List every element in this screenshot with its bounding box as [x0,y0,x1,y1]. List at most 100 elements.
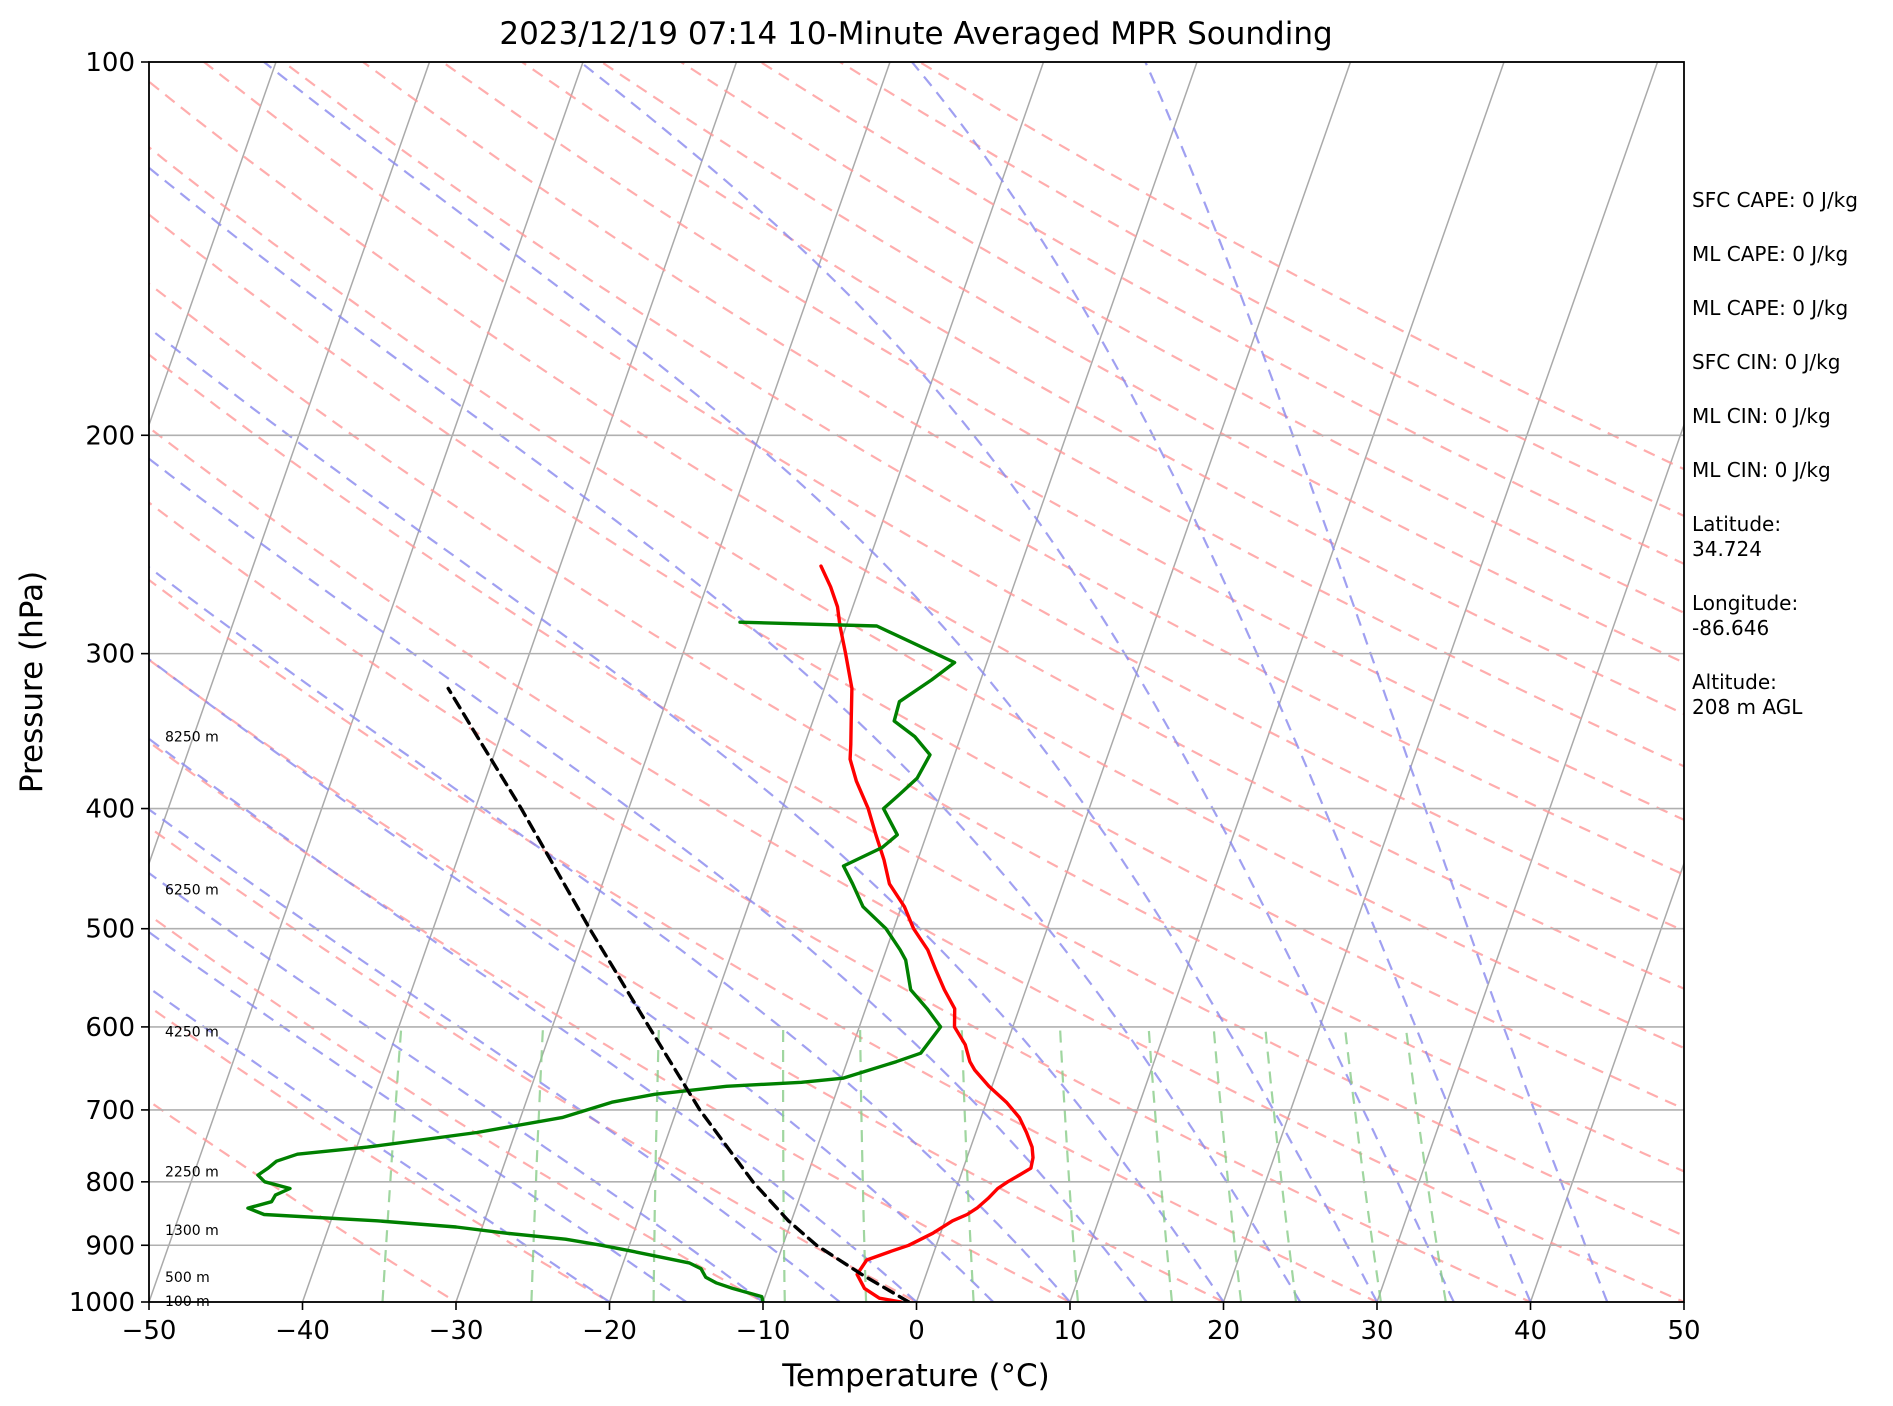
dry-adiabat-line [149,213,1684,1110]
y-tick-label: 700 [85,1096,135,1126]
dry-adiabat-line [149,578,1380,1302]
stat-ml-cin: ML CIN: 0 J/kg [1692,404,1831,428]
dry-adiabat-line [441,62,1684,768]
y-tick-label: 900 [85,1231,135,1261]
mixing-ratio-line [1343,1026,1382,1302]
x-tick-label: 50 [1667,1316,1700,1346]
stat-latitude: Latitude: 34.724 [1692,512,1782,561]
moist-adiabat-line [149,565,1071,1302]
dry-adiabat-line [362,62,1684,822]
isotherm-line [301,62,738,1302]
dewpoint-trace [246,620,957,1302]
dry-adiabat-line [149,913,766,1302]
isotherm-line [1376,422,1684,1302]
x-axis-label: Temperature (°C) [781,1358,1050,1394]
moist-adiabat-line [579,62,1455,1302]
stat-altitude: Altitude: 208 m AGL [1692,670,1803,719]
moist-adiabat-line [911,62,1532,1302]
isotherm-line [455,62,891,1302]
reference-lines [149,62,1684,1302]
x-axis-ticks: −50 −40 −30 −20 −10 0 10 20 30 40 50 [122,1302,1701,1346]
y-tick-label: 200 [85,421,135,451]
dry-adiabat-line [149,1099,459,1302]
temperature-trace [819,564,1035,1302]
mixing-ratio-line [1264,1026,1298,1302]
x-tick-label: 0 [908,1316,925,1346]
stat-ml-cape: ML CAPE: 0 J/kg [1692,242,1849,266]
moist-adiabat-line [1144,62,1609,1302]
y-axis-label: Pressure (hPa) [14,571,50,793]
moist-adiabat-line [263,62,1378,1302]
dry-adiabat-line [203,62,1684,933]
stat-ml-cape-2: ML CAPE: 0 J/kg [1692,296,1849,320]
y-tick-label: 600 [85,1013,135,1043]
mixing-ratio-line [782,1026,786,1302]
mixing-ratio-line [1212,1026,1243,1302]
x-tick-label: −40 [275,1316,330,1346]
y-tick-label: 800 [85,1168,135,1198]
x-tick-label: 20 [1207,1316,1240,1346]
moist-adiabat-line [149,808,841,1302]
isotherm-line [1529,861,1684,1302]
moist-adiabat-line [149,930,687,1302]
data-series [246,564,1035,1302]
dry-adiabat-line [600,62,1684,664]
mixing-ratio-line [381,1026,403,1302]
y-tick-label: 100 [85,48,135,78]
moist-adiabat-line [149,871,764,1302]
parcel-path [446,686,911,1302]
sounding-stats: SFC CAPE: 0 J/kg ML CAPE: 0 J/kg ML CAPE… [1692,188,1887,749]
moist-adiabat-line [149,657,995,1302]
height-label: 2250 m [165,1165,219,1181]
dry-adiabat-line [149,282,1684,1173]
dry-adiabat-line [149,825,919,1302]
y-tick-label: 400 [85,795,135,825]
moist-adiabat-line [149,737,918,1302]
x-tick-label: −30 [429,1316,484,1346]
stat-longitude: Longitude: -86.646 [1692,591,1799,640]
isotherm-line [149,62,277,428]
height-label: 6250 m [165,883,219,899]
isotherm-line [915,62,1352,1302]
height-label: 500 m [165,1270,210,1286]
isotherm-line [149,62,584,1302]
y-tick-label: 500 [85,915,135,945]
moist-adiabat-line [149,166,1302,1302]
stat-ml-cin-2: ML CIN: 0 J/kg [1692,458,1831,482]
moist-adiabat-line [149,457,1148,1302]
isotherm-line [1222,62,1659,1302]
height-label: 4250 m [165,1024,219,1040]
y-axis-ticks: 100 200 300 400 500 600 700 800 900 1000 [69,48,149,1318]
x-tick-label: −20 [582,1316,637,1346]
dry-adiabat-line [149,80,1684,990]
x-tick-label: 40 [1514,1316,1547,1346]
pressure-grid [149,61,1684,1303]
isotherm-line [149,62,431,866]
stat-sfc-cape: SFC CAPE: 0 J/kg [1692,188,1858,212]
plot-frame [148,61,1685,1303]
moist-adiabat-line [149,326,1225,1302]
dry-adiabat-line [149,145,1684,1050]
isotherm-line [762,62,1198,1302]
y-tick-label: 1000 [69,1288,135,1318]
dry-adiabat-line [521,62,1684,716]
dry-adiabat-line [149,658,1226,1302]
dry-adiabat-line [149,1005,612,1302]
x-tick-label: −50 [122,1316,177,1346]
dry-adiabat-line [149,426,1684,1302]
stat-sfc-cin: SFC CIN: 0 J/kg [1692,350,1841,374]
chart-title: 2023/12/19 07:14 10-Minute Averaged MPR … [499,16,1332,52]
dry-adiabat-line [149,740,1073,1302]
mixing-ratio-line [1058,1026,1079,1302]
dry-adiabat-line [149,501,1534,1302]
height-label: 8250 m [165,730,219,746]
isotherm-line [608,62,1045,1302]
x-tick-label: 30 [1360,1316,1393,1346]
x-tick-label: −10 [736,1316,791,1346]
x-tick-label: 10 [1053,1316,1086,1346]
y-tick-label: 300 [85,640,135,670]
height-label: 1300 m [165,1223,219,1239]
dry-adiabat-line [680,62,1684,614]
